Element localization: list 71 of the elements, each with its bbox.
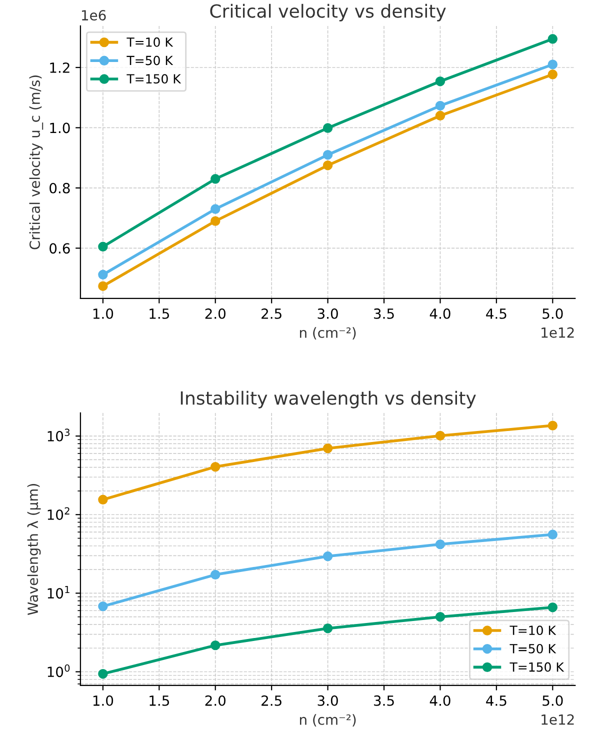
point <box>210 174 220 184</box>
point <box>322 160 333 170</box>
x-tick-label: 4.0 <box>430 695 450 706</box>
point <box>98 281 108 291</box>
x-tick-label: 5.0 <box>542 308 563 319</box>
x-tick-label: 3.0 <box>318 308 338 319</box>
y-tick-label: 10$^{2}$ <box>48 507 70 520</box>
y-tick-label: 10$^{3}$ <box>48 428 70 442</box>
x-tick-label: 3.5 <box>374 695 394 706</box>
legend-label: T=10 K <box>510 626 556 636</box>
point <box>210 570 220 580</box>
x-tick-label: 2.5 <box>262 308 282 319</box>
point <box>98 601 108 612</box>
x-axis-title: n (cm⁻²) <box>300 327 356 340</box>
point <box>548 60 558 70</box>
chart-title: Critical velocity vs density <box>210 4 446 22</box>
x-tick-label: 1.5 <box>150 308 169 319</box>
point <box>435 76 446 86</box>
x-tick-label: 2.5 <box>262 695 282 706</box>
y-tick-label: 1.2 <box>50 62 70 73</box>
point <box>548 420 558 430</box>
x-tick-label: 5.0 <box>542 695 563 706</box>
point <box>435 430 446 441</box>
point <box>548 530 558 540</box>
point <box>322 623 333 634</box>
y-axis-title: Critical velocity u_c (m/s) <box>29 76 44 250</box>
text: 1e12 <box>542 327 574 338</box>
x-tick-label: 2.0 <box>205 695 226 706</box>
chart-title: Instability wavelength vs density <box>180 390 476 408</box>
point <box>322 150 333 160</box>
point <box>98 242 108 252</box>
point <box>435 612 446 622</box>
x-tick-label: 1.0 <box>93 695 114 706</box>
legend-label: T=10 K <box>126 37 174 47</box>
text: 1e6 <box>82 10 106 21</box>
point <box>548 34 558 44</box>
y-tick-label: 0.8 <box>50 182 70 194</box>
point <box>322 551 333 562</box>
x-tick-label: 3.0 <box>318 695 338 706</box>
point <box>210 462 220 472</box>
x-tick-label: 1.5 <box>150 696 169 706</box>
y-tick-label: 10$^{1}$ <box>48 586 70 599</box>
point <box>210 216 220 226</box>
point <box>98 669 108 679</box>
x-axis-title: n (cm⁻²) <box>300 714 356 727</box>
x-tick-label: 3.5 <box>374 308 394 319</box>
legend-label: T=150 K <box>126 74 182 84</box>
x-tick-label: 1.0 <box>93 308 114 319</box>
point <box>210 204 220 214</box>
y-tick-label: 10$^{0}$ <box>48 664 70 678</box>
y-axis-title: Wavelength λ (µm) <box>27 484 41 616</box>
y-tick-label: 0.6 <box>50 243 70 254</box>
y-tick-label: 1.0 <box>50 122 70 134</box>
point <box>322 123 333 133</box>
point <box>210 640 220 650</box>
legend-label: T=150 K <box>510 662 564 672</box>
point <box>435 100 446 111</box>
x-tick-label: 4.0 <box>430 308 450 319</box>
legend-label: T=50 K <box>126 56 174 66</box>
point <box>322 444 333 454</box>
point <box>548 70 558 80</box>
x-tick-label: 4.5 <box>486 696 506 706</box>
point <box>98 270 108 280</box>
x-tick-label: 2.0 <box>205 308 226 319</box>
point <box>435 539 446 550</box>
point <box>98 494 108 505</box>
point <box>548 602 558 612</box>
point <box>435 110 446 121</box>
x-tick-label: 4.5 <box>486 308 506 319</box>
text: 1e12 <box>542 714 574 725</box>
legend-label: T=50 K <box>510 644 556 654</box>
